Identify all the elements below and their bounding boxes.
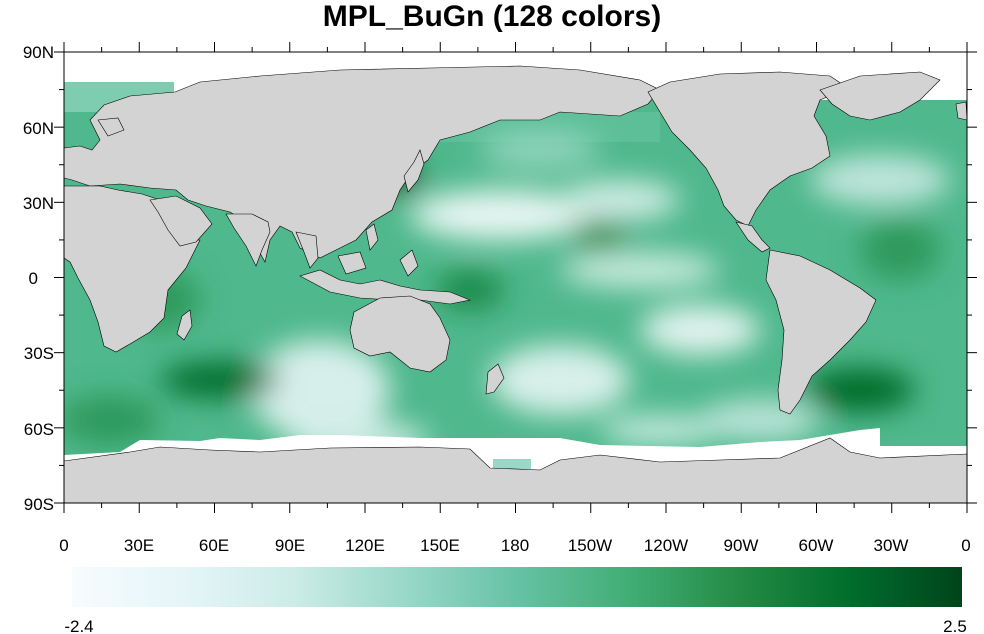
lon-label-90w: 90W: [724, 536, 759, 555]
lon-label-0-end: 0: [961, 536, 970, 555]
lat-label-0: 0: [29, 269, 38, 288]
map-title: MPL_BuGn (128 colors): [322, 0, 662, 33]
lon-label-30e: 30E: [124, 536, 154, 555]
lon-label-150w: 150W: [568, 536, 612, 555]
lat-tick-labels: 90N 60N 30N 0 30S 60S 90S: [23, 43, 54, 514]
lon-label-90e: 90E: [275, 536, 305, 555]
lon-label-60w: 60W: [799, 536, 834, 555]
colorbar: [72, 567, 962, 607]
colorbar-min-label: -2.4: [64, 617, 93, 634]
axis-ticks: [54, 42, 977, 513]
lon-label-30w: 30W: [874, 536, 909, 555]
lon-label-120w: 120W: [644, 536, 688, 555]
lon-label-150e: 150E: [420, 536, 460, 555]
lon-label-180: 180: [501, 536, 529, 555]
lat-label-90n: 90N: [23, 43, 54, 62]
lon-label-60e: 60E: [199, 536, 229, 555]
lat-label-30s: 30S: [24, 344, 54, 363]
lat-label-90s: 90S: [24, 495, 54, 514]
lat-label-60n: 60N: [23, 119, 54, 138]
lat-label-60s: 60S: [24, 420, 54, 439]
colorbar-max-label: 2.5: [943, 617, 967, 634]
land-masses: [64, 65, 967, 503]
lon-label-120e: 120E: [345, 536, 385, 555]
lon-label-0: 0: [59, 536, 68, 555]
lon-tick-labels: 0 30E 60E 90E 120E 150E 180 150W 120W 90…: [59, 536, 970, 555]
lat-label-30n: 30N: [23, 194, 54, 213]
